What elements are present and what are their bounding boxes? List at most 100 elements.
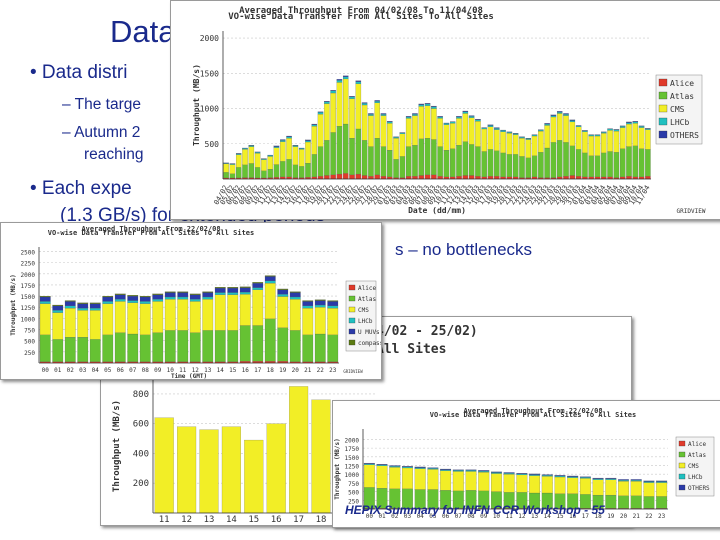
bar-atlas xyxy=(512,154,519,177)
bar-atlas xyxy=(114,332,126,362)
bar-cms xyxy=(177,426,197,514)
bar-cms xyxy=(389,467,401,489)
bar-compass xyxy=(214,287,226,289)
bar-others xyxy=(632,121,639,123)
bar-cms xyxy=(361,104,368,141)
bar-others xyxy=(456,116,462,118)
bar-atlas xyxy=(638,148,645,177)
x-tick-label: 06 xyxy=(442,513,450,520)
bar-cms xyxy=(452,471,464,492)
no-bottlenecks-text: s – no bottlenecks xyxy=(395,240,533,259)
bar-lhcb xyxy=(223,163,229,164)
bar-lhcb xyxy=(437,116,443,119)
bar-lhcb xyxy=(594,134,601,137)
bar-alice xyxy=(336,173,343,180)
bar-cms xyxy=(638,127,645,149)
bar-atlas xyxy=(437,146,443,177)
y-tick-label: 1000 xyxy=(345,472,360,479)
bar-atlas xyxy=(302,334,314,362)
bar-cms xyxy=(355,83,362,130)
bar-compass xyxy=(327,300,339,302)
bar-compass xyxy=(264,275,276,277)
y-tick-label: 1500 xyxy=(200,69,219,78)
bar-lhcb xyxy=(330,90,336,94)
bar-cms xyxy=(541,476,553,494)
bar-others xyxy=(273,145,280,147)
bar-lhcb xyxy=(427,468,439,470)
bar-others xyxy=(324,101,330,102)
legend-label: CMS xyxy=(670,105,685,114)
x-tick-label: 07 xyxy=(455,513,463,520)
bar-lhcb xyxy=(431,106,437,109)
bar-others xyxy=(361,102,368,104)
bar-atlas xyxy=(500,152,506,177)
bar-lhcb xyxy=(229,163,236,165)
bar-alice xyxy=(412,176,418,180)
chart-title: Averaged Throughput From 22/02/08 xyxy=(81,225,220,233)
bar-lhcb xyxy=(512,133,519,135)
slide-footer: HEPIX Summary for INFN CCR Workshop - 55 xyxy=(345,503,605,517)
bar-cms xyxy=(645,129,651,150)
x-tick-label: 02 xyxy=(67,367,75,374)
bar-atlas xyxy=(412,145,418,177)
bar-atlas xyxy=(525,157,532,178)
bar-lhcb xyxy=(424,103,431,106)
y-tick-label: 200 xyxy=(133,479,149,489)
bar-lhcb xyxy=(393,136,399,139)
bar-others xyxy=(418,103,425,105)
bar-atlas xyxy=(349,138,355,175)
bar-others xyxy=(389,465,401,467)
bar-cms xyxy=(221,426,241,514)
chart-feb-apr: Averaged Throughput From 04/02/08 To 11/… xyxy=(192,6,706,215)
bar-cms xyxy=(613,130,620,153)
bar-cms xyxy=(506,133,513,155)
bar-others xyxy=(567,475,579,477)
bar-alice xyxy=(405,176,412,180)
bar-cms xyxy=(139,303,151,335)
x-tick-label: 16 xyxy=(569,513,577,520)
bar-cms xyxy=(330,92,336,133)
bar-atlas xyxy=(342,123,349,174)
bar-atlas xyxy=(317,146,324,177)
bar-lhcb xyxy=(399,132,406,134)
legend-swatch xyxy=(348,306,356,313)
y-axis-label: Throughput (MB/s) xyxy=(112,400,122,492)
bar-atlas xyxy=(52,339,64,362)
bar-cms xyxy=(189,301,201,333)
bar-others xyxy=(487,124,494,126)
legend-swatch xyxy=(678,440,686,447)
bar-others xyxy=(503,472,515,474)
bar-cms xyxy=(656,482,668,497)
bar-atlas xyxy=(424,138,431,175)
y-tick-label: 2500 xyxy=(21,249,36,256)
bar-lhcb xyxy=(405,116,412,119)
y-tick-label: 1750 xyxy=(21,283,36,290)
bar-others xyxy=(427,467,439,469)
bar-cms xyxy=(254,153,261,168)
bar-lhcb xyxy=(569,120,576,123)
bar-u-muvs xyxy=(89,303,101,309)
bar-lhcb xyxy=(414,467,426,469)
bar-cms xyxy=(405,118,412,147)
bar-atlas xyxy=(280,161,286,177)
chart-credit: GRIDVIEW xyxy=(677,208,706,215)
bar-cms xyxy=(481,128,487,152)
bar-lhcb xyxy=(462,111,469,114)
legend-label: Atlas xyxy=(670,92,694,101)
bar-lhcb xyxy=(242,148,248,150)
x-tick-label: 22 xyxy=(645,513,653,520)
bar-cms xyxy=(89,310,101,340)
bar-compass xyxy=(52,304,64,306)
bar-cms xyxy=(214,294,226,331)
bar-cms xyxy=(252,289,264,326)
bar-u-muvs xyxy=(39,296,51,302)
bar-u-muvs xyxy=(277,289,289,295)
bar-lhcb xyxy=(656,481,668,483)
x-tick-label: 09 xyxy=(154,367,162,374)
legend-swatch xyxy=(678,462,686,469)
bar-others xyxy=(478,470,490,472)
bar-others xyxy=(656,480,668,482)
bar-lhcb xyxy=(579,477,591,479)
bar-lhcb xyxy=(39,301,51,304)
bar-cms xyxy=(127,302,139,335)
